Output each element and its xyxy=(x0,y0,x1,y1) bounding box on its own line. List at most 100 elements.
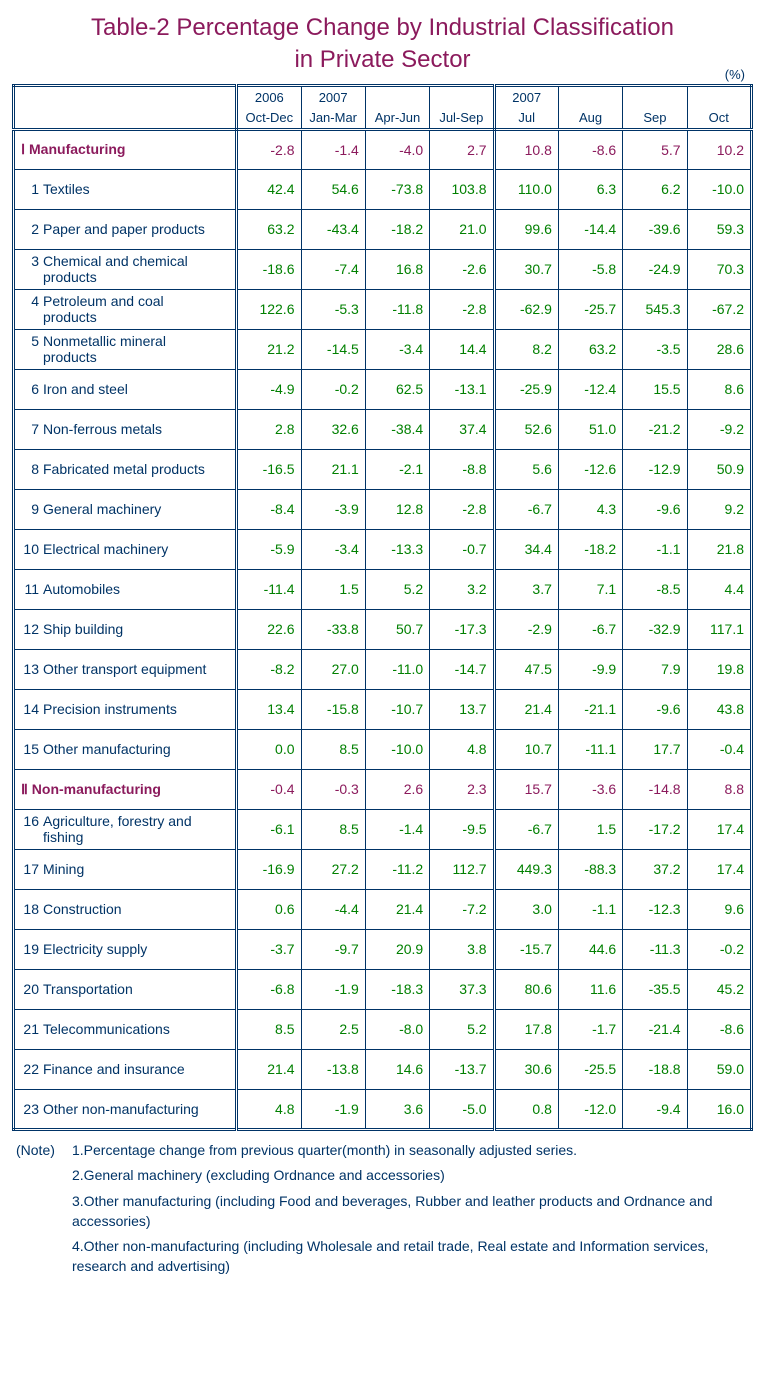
row-value: 12.8 xyxy=(365,489,429,529)
row-label: 1Textiles xyxy=(14,169,237,209)
row-label: 12Ship building xyxy=(14,609,237,649)
row-value: 1.5 xyxy=(558,809,622,849)
row-value: 4.3 xyxy=(558,489,622,529)
row-value: -0.7 xyxy=(430,529,494,569)
row-value: -12.4 xyxy=(558,369,622,409)
row-value: -2.1 xyxy=(365,449,429,489)
row-value: -10.7 xyxy=(365,689,429,729)
row-value: -11.2 xyxy=(365,849,429,889)
row-value: 13.4 xyxy=(237,689,301,729)
row-value: -16.5 xyxy=(237,449,301,489)
row-value: -8.4 xyxy=(237,489,301,529)
table-row: 23Other non-manufacturing4.8-1.93.6-5.00… xyxy=(14,1089,752,1129)
section-value: 2.3 xyxy=(430,769,494,809)
row-value: 15.5 xyxy=(623,369,687,409)
row-value: 63.2 xyxy=(237,209,301,249)
row-value: 6.3 xyxy=(558,169,622,209)
title-line-2: in Private Sector xyxy=(294,46,470,73)
section-value: -2.8 xyxy=(237,129,301,169)
row-value: -18.2 xyxy=(558,529,622,569)
row-value: -0.2 xyxy=(301,369,365,409)
row-value: 70.3 xyxy=(687,249,751,289)
table-row: 11Automobiles-11.41.55.23.23.77.1-8.54.4 xyxy=(14,569,752,609)
row-value: -7.2 xyxy=(430,889,494,929)
row-value: -3.4 xyxy=(365,329,429,369)
row-value: -73.8 xyxy=(365,169,429,209)
row-value: 2.5 xyxy=(301,1009,365,1049)
section-value: -0.4 xyxy=(237,769,301,809)
row-value: -16.9 xyxy=(237,849,301,889)
row-value: 8.2 xyxy=(494,329,558,369)
row-value: -11.4 xyxy=(237,569,301,609)
row-value: 17.7 xyxy=(623,729,687,769)
row-value: -62.9 xyxy=(494,289,558,329)
note-body: 3.Other manufacturing (including Food an… xyxy=(72,1192,753,1231)
row-value: -12.0 xyxy=(558,1089,622,1129)
row-value: 4.8 xyxy=(237,1089,301,1129)
row-value: -17.3 xyxy=(430,609,494,649)
table-row: 18Construction0.6-4.421.4-7.23.0-1.1-12.… xyxy=(14,889,752,929)
row-value: -33.8 xyxy=(301,609,365,649)
row-label: 20Transportation xyxy=(14,969,237,1009)
row-value: 8.5 xyxy=(237,1009,301,1049)
row-label: 23Other non-manufacturing xyxy=(14,1089,237,1129)
note-row: 3.Other manufacturing (including Food an… xyxy=(12,1192,753,1231)
row-value: 80.6 xyxy=(494,969,558,1009)
hdr-bot-3: Jul-Sep xyxy=(430,107,494,129)
section-value: -8.6 xyxy=(558,129,622,169)
row-value: -88.3 xyxy=(558,849,622,889)
row-value: -35.5 xyxy=(623,969,687,1009)
row-value: -4.9 xyxy=(237,369,301,409)
hdr-top-1: 2007 xyxy=(301,85,365,107)
row-value: -9.5 xyxy=(430,809,494,849)
row-value: 3.2 xyxy=(430,569,494,609)
row-value: -25.7 xyxy=(558,289,622,329)
row-value: 6.2 xyxy=(623,169,687,209)
row-value: 50.9 xyxy=(687,449,751,489)
row-value: 43.8 xyxy=(687,689,751,729)
row-value: -9.6 xyxy=(623,489,687,529)
row-value: 4.8 xyxy=(430,729,494,769)
row-value: 27.2 xyxy=(301,849,365,889)
row-value: -12.6 xyxy=(558,449,622,489)
table-header: 2006 2007 2007 Oct-Dec Jan-Mar Apr-Jun J… xyxy=(14,85,752,129)
row-value: 30.6 xyxy=(494,1049,558,1089)
row-label: 3Chemical and chemical products xyxy=(14,249,237,289)
row-value: -5.8 xyxy=(558,249,622,289)
hdr-bot-5: Aug xyxy=(558,107,622,129)
row-value: -3.9 xyxy=(301,489,365,529)
row-value: 37.4 xyxy=(430,409,494,449)
note-body: 1.Percentage change from previous quarte… xyxy=(72,1141,753,1161)
row-value: -11.0 xyxy=(365,649,429,689)
table-row: 9General machinery-8.4-3.912.8-2.8-6.74.… xyxy=(14,489,752,529)
row-value: -1.9 xyxy=(301,969,365,1009)
row-value: 21.4 xyxy=(494,689,558,729)
section-value: 10.2 xyxy=(687,129,751,169)
notes-block: (Note)1.Percentage change from previous … xyxy=(12,1141,753,1277)
row-value: -18.8 xyxy=(623,1049,687,1089)
row-value: -18.3 xyxy=(365,969,429,1009)
row-value: -1.4 xyxy=(365,809,429,849)
row-value: -18.2 xyxy=(365,209,429,249)
row-value: -3.7 xyxy=(237,929,301,969)
note-row: 4.Other non-manufacturing (including Who… xyxy=(12,1237,753,1276)
row-value: 5.2 xyxy=(365,569,429,609)
row-value: 3.0 xyxy=(494,889,558,929)
row-label: 15Other manufacturing xyxy=(14,729,237,769)
row-label: 7Non-ferrous metals xyxy=(14,409,237,449)
table-row: 8Fabricated metal products-16.521.1-2.1-… xyxy=(14,449,752,489)
row-value: 8.5 xyxy=(301,729,365,769)
row-label: 17Mining xyxy=(14,849,237,889)
section-label: Ⅰ Manufacturing xyxy=(14,129,237,169)
row-value: 5.2 xyxy=(430,1009,494,1049)
hdr-top-4: 2007 xyxy=(494,85,558,107)
row-value: -38.4 xyxy=(365,409,429,449)
row-value: 21.1 xyxy=(301,449,365,489)
row-value: 2.8 xyxy=(237,409,301,449)
row-value: 52.6 xyxy=(494,409,558,449)
row-value: -14.7 xyxy=(430,649,494,689)
row-value: 9.6 xyxy=(687,889,751,929)
row-value: 14.4 xyxy=(430,329,494,369)
row-label: 21Telecommunications xyxy=(14,1009,237,1049)
row-value: 8.6 xyxy=(687,369,751,409)
